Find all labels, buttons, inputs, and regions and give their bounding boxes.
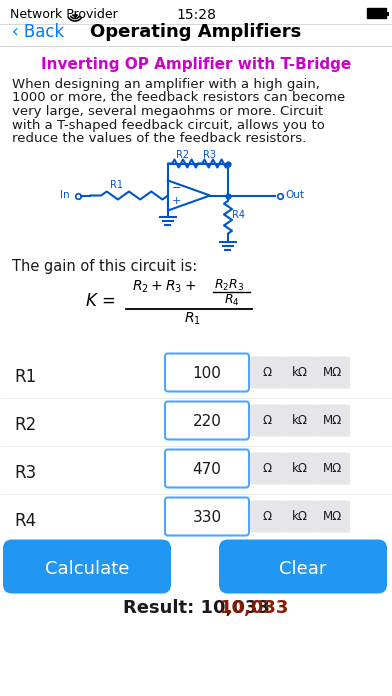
FancyBboxPatch shape <box>165 402 249 439</box>
Text: $K\,=$: $K\,=$ <box>85 292 116 310</box>
Text: 330: 330 <box>192 509 221 525</box>
Text: $R_1$: $R_1$ <box>184 310 201 327</box>
FancyBboxPatch shape <box>316 500 350 532</box>
Text: very large, several megaohms or more. Circuit: very large, several megaohms or more. Ci… <box>12 105 323 118</box>
FancyBboxPatch shape <box>219 539 387 594</box>
FancyBboxPatch shape <box>250 356 284 388</box>
Text: 100: 100 <box>192 365 221 381</box>
Text: Out: Out <box>285 191 304 200</box>
Text: Ω: Ω <box>262 509 272 523</box>
Text: 470: 470 <box>192 461 221 477</box>
Text: R4: R4 <box>232 209 245 219</box>
Text: R4: R4 <box>14 512 36 530</box>
FancyBboxPatch shape <box>367 8 387 19</box>
Text: Ω: Ω <box>262 461 272 475</box>
Text: MΩ: MΩ <box>323 461 343 475</box>
FancyBboxPatch shape <box>165 450 249 487</box>
FancyBboxPatch shape <box>3 539 171 594</box>
FancyBboxPatch shape <box>250 452 284 484</box>
Text: The gain of this circuit is:: The gain of this circuit is: <box>12 258 197 274</box>
Text: kΩ: kΩ <box>292 413 308 427</box>
Text: 15:28: 15:28 <box>176 8 216 22</box>
Text: R2: R2 <box>176 150 189 161</box>
Text: kΩ: kΩ <box>292 461 308 475</box>
Text: MΩ: MΩ <box>323 413 343 427</box>
Text: MΩ: MΩ <box>323 509 343 523</box>
Text: 1000 or more, the feedback resistors can become: 1000 or more, the feedback resistors can… <box>12 91 345 104</box>
Text: $R_2 + R_3 +$: $R_2 + R_3 +$ <box>132 278 196 295</box>
Text: Calculate: Calculate <box>45 560 129 578</box>
Text: Operating Amplifiers: Operating Amplifiers <box>91 23 301 41</box>
Text: R3: R3 <box>14 464 36 482</box>
Text: R3: R3 <box>203 150 216 161</box>
Text: Ω: Ω <box>262 365 272 379</box>
Text: 10,033: 10,033 <box>220 599 289 617</box>
FancyBboxPatch shape <box>165 498 249 535</box>
Text: reduce the values of the feedback resistors.: reduce the values of the feedback resist… <box>12 132 306 145</box>
FancyBboxPatch shape <box>316 452 350 484</box>
Text: Clear: Clear <box>279 560 327 578</box>
FancyBboxPatch shape <box>250 404 284 436</box>
Text: In: In <box>60 191 70 200</box>
Text: Result: 10,033: Result: 10,033 <box>123 599 269 617</box>
Text: R1: R1 <box>14 367 36 386</box>
Text: R2: R2 <box>14 416 36 434</box>
Text: −: − <box>172 183 181 193</box>
Text: When designing an amplifier with a high gain,: When designing an amplifier with a high … <box>12 78 320 91</box>
FancyBboxPatch shape <box>283 500 317 532</box>
Bar <box>387 12 390 15</box>
Text: with a T-shaped feedback circuit, allows you to: with a T-shaped feedback circuit, allows… <box>12 118 325 132</box>
Text: kΩ: kΩ <box>292 365 308 379</box>
Text: kΩ: kΩ <box>292 509 308 523</box>
FancyBboxPatch shape <box>283 404 317 436</box>
FancyBboxPatch shape <box>283 452 317 484</box>
Text: 220: 220 <box>192 413 221 429</box>
Text: Inverting OP Amplifier with T-Bridge: Inverting OP Amplifier with T-Bridge <box>41 57 351 72</box>
Text: MΩ: MΩ <box>323 365 343 379</box>
Text: $R_4$: $R_4$ <box>224 292 240 308</box>
FancyBboxPatch shape <box>316 356 350 388</box>
FancyBboxPatch shape <box>316 404 350 436</box>
Text: ‹ Back: ‹ Back <box>12 23 64 41</box>
FancyBboxPatch shape <box>165 354 249 391</box>
Text: +: + <box>172 196 181 206</box>
Text: Network Provider: Network Provider <box>10 8 118 21</box>
Text: Ω: Ω <box>262 413 272 427</box>
Text: $R_2 R_3$: $R_2 R_3$ <box>214 278 244 292</box>
FancyBboxPatch shape <box>250 500 284 532</box>
FancyBboxPatch shape <box>283 356 317 388</box>
Text: R1: R1 <box>110 180 123 189</box>
